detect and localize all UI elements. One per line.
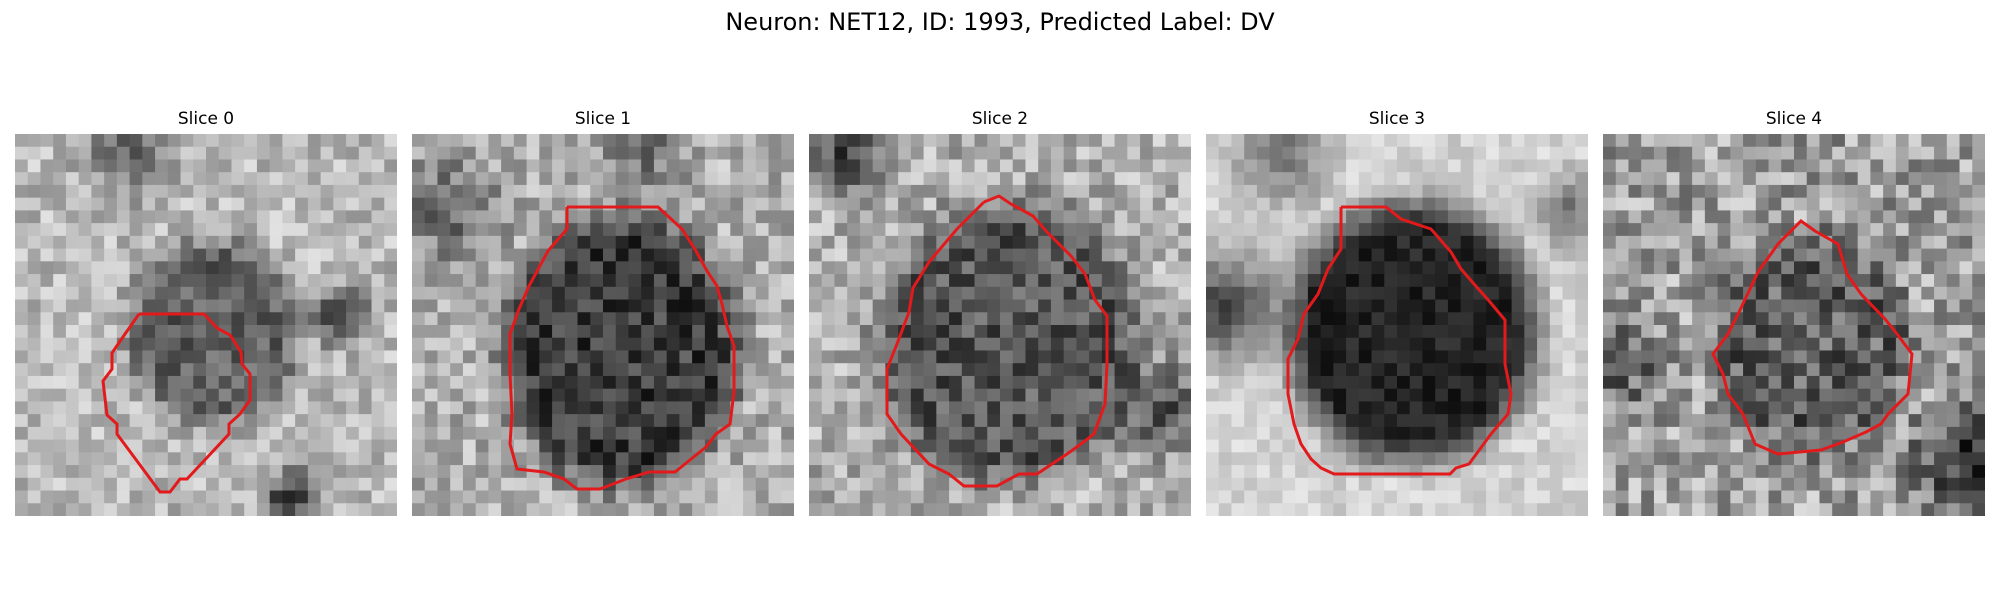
slice-image-4 [1603,134,1985,516]
slice-title-4: Slice 4 [1765,109,1823,129]
neuron-contour [508,205,736,491]
neuron-contour [1711,219,1914,456]
grayscale-pixel-grid [412,134,794,516]
slice-image-2 [809,134,1191,516]
grayscale-pixel-grid [809,134,1191,516]
grayscale-pixel-grid [1603,134,1985,516]
figure-title: Neuron: NET12, ID: 1993, Predicted Label… [725,8,1275,36]
slice-title-2: Slice 2 [971,109,1029,129]
neuron-contour [101,312,252,494]
slice-image-3 [1206,134,1588,516]
slice-title-3: Slice 3 [1368,109,1426,129]
grayscale-pixel-grid [15,134,397,516]
grayscale-pixel-grid [1206,134,1588,516]
slice-title-1: Slice 1 [574,109,632,129]
slice-image-0 [15,134,397,516]
slice-title-0: Slice 0 [177,109,235,129]
neuron-contour [1286,205,1513,476]
neuron-contour [885,194,1109,488]
slice-image-1 [412,134,794,516]
